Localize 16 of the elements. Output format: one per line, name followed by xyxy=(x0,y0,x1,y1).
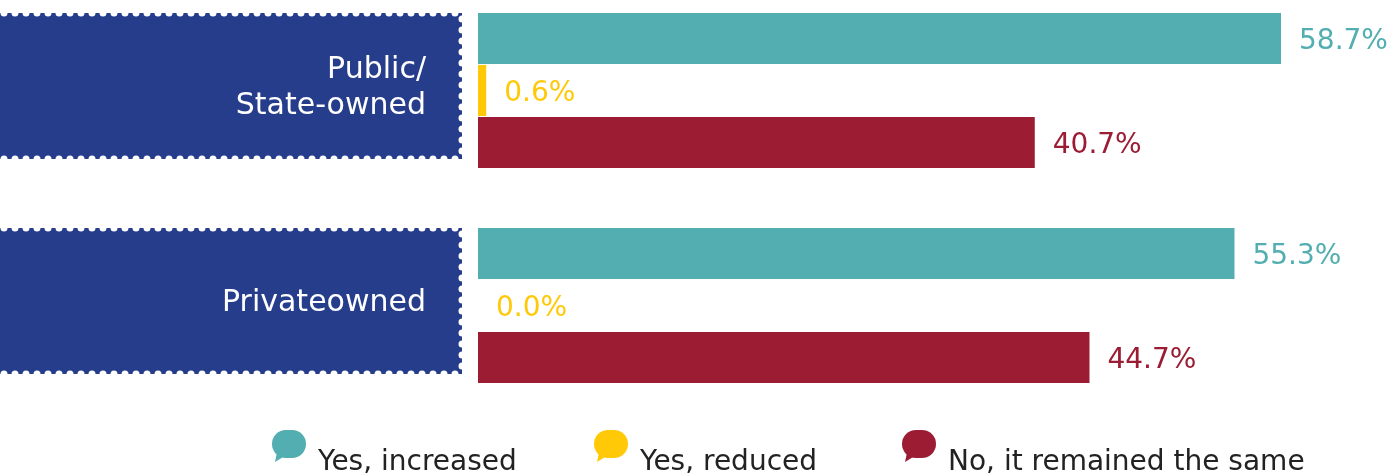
data-label: 40.7% xyxy=(1052,127,1142,160)
data-label: 58.7% xyxy=(1299,23,1388,56)
data-label: 44.7% xyxy=(1107,342,1197,375)
legend-label: Yes, reduced xyxy=(639,444,818,475)
legend-label: Yes, increased xyxy=(317,444,517,475)
data-label: 55.3% xyxy=(1252,238,1342,271)
legend-label: No, it remained the same xyxy=(948,444,1305,475)
bar xyxy=(478,65,487,116)
y-tick-label: Public/ State-owned xyxy=(235,50,427,121)
y-tick-label: Privateowned xyxy=(222,283,426,318)
bar xyxy=(478,13,1281,64)
data-label: 0.6% xyxy=(504,75,576,108)
bar xyxy=(478,117,1035,168)
bar xyxy=(478,332,1090,383)
data-label: 0.0% xyxy=(496,290,568,323)
bar xyxy=(478,228,1235,279)
